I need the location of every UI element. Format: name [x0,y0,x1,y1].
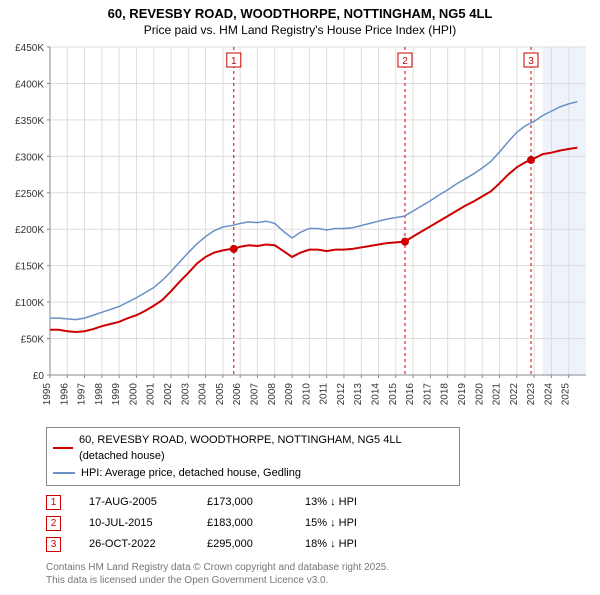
figure: 60, REVESBY ROAD, WOODTHORPE, NOTTINGHAM… [0,0,600,587]
svg-text:2015: 2015 [388,382,399,405]
svg-text:2003: 2003 [180,382,191,405]
svg-text:£200K: £200K [15,225,44,236]
svg-text:2: 2 [402,56,408,67]
svg-text:2002: 2002 [163,382,174,405]
event-date: 10-JUL-2015 [89,513,179,534]
svg-text:1997: 1997 [77,382,88,405]
events-table: 1 17-AUG-2005 £173,000 13% ↓ HPI 2 10-JUL-201… [46,492,588,555]
svg-text:2024: 2024 [543,382,554,405]
svg-text:2010: 2010 [301,382,312,405]
svg-text:2008: 2008 [267,382,278,405]
svg-text:£300K: £300K [15,152,44,163]
svg-text:2021: 2021 [492,382,503,405]
svg-text:2007: 2007 [249,382,260,405]
svg-text:1996: 1996 [59,382,70,405]
svg-text:2025: 2025 [561,382,572,405]
svg-text:£450K: £450K [15,43,44,54]
svg-text:£250K: £250K [15,189,44,200]
svg-text:£100K: £100K [15,298,44,309]
legend-swatch [53,447,73,449]
event-row: 3 26-OCT-2022 £295,000 18% ↓ HPI [46,534,588,555]
event-date: 26-OCT-2022 [89,534,179,555]
legend-label: HPI: Average price, detached house, Gedl… [81,465,301,482]
footnote-line: This data is licensed under the Open Gov… [46,574,588,587]
legend-row: HPI: Average price, detached house, Gedl… [53,465,453,482]
chart-svg: £0 £50K £100K £150K £200K £250K £300K £350K £400… [0,41,600,421]
svg-text:£350K: £350K [15,116,44,127]
event-marker: 3 [46,537,61,552]
svg-text:2020: 2020 [474,382,485,405]
svg-text:2013: 2013 [353,382,364,405]
event-delta: 13% ↓ HPI [305,492,357,513]
svg-text:1999: 1999 [111,382,122,405]
footnote-line: Contains HM Land Registry data © Crown c… [46,561,588,574]
svg-text:2000: 2000 [128,382,139,405]
event-delta: 18% ↓ HPI [305,534,357,555]
event-price: £183,000 [207,513,277,534]
svg-text:2023: 2023 [526,382,537,405]
svg-text:2009: 2009 [284,382,295,405]
svg-text:2011: 2011 [319,382,330,404]
svg-text:2016: 2016 [405,382,416,405]
svg-text:2004: 2004 [198,382,209,405]
svg-text:£50K: £50K [21,334,45,345]
event-row: 2 10-JUL-2015 £183,000 15% ↓ HPI [46,513,588,534]
event-delta: 15% ↓ HPI [305,513,357,534]
svg-text:1998: 1998 [94,382,105,405]
svg-text:2019: 2019 [457,382,468,405]
svg-text:2014: 2014 [371,382,382,405]
svg-text:2018: 2018 [440,382,451,405]
legend-row: 60, REVESBY ROAD, WOODTHORPE, NOTTINGHAM… [53,432,453,465]
svg-text:1995: 1995 [42,382,53,405]
svg-text:£150K: £150K [15,262,44,273]
event-marker: 1 [46,495,61,510]
svg-text:2005: 2005 [215,382,226,405]
chart-subtitle: Price paid vs. HM Land Registry's House … [0,23,600,41]
chart-title: 60, REVESBY ROAD, WOODTHORPE, NOTTINGHAM… [0,0,600,23]
event-price: £173,000 [207,492,277,513]
event-marker: 2 [46,516,61,531]
chart-area: £0 £50K £100K £150K £200K £250K £300K £350K £400… [0,41,600,421]
footnote: Contains HM Land Registry data © Crown c… [46,561,588,587]
svg-text:2017: 2017 [422,382,433,405]
event-price: £295,000 [207,534,277,555]
svg-text:1: 1 [231,56,237,67]
svg-text:3: 3 [528,56,534,67]
svg-text:2022: 2022 [509,382,520,405]
svg-text:2001: 2001 [146,382,157,405]
event-row: 1 17-AUG-2005 £173,000 13% ↓ HPI [46,492,588,513]
svg-text:£0: £0 [33,371,45,382]
legend: 60, REVESBY ROAD, WOODTHORPE, NOTTINGHAM… [46,427,460,487]
svg-text:2012: 2012 [336,382,347,405]
svg-text:£400K: £400K [15,79,44,90]
event-date: 17-AUG-2005 [89,492,179,513]
legend-swatch [53,472,75,474]
legend-label: 60, REVESBY ROAD, WOODTHORPE, NOTTINGHAM… [79,432,453,465]
svg-text:2006: 2006 [232,382,243,405]
